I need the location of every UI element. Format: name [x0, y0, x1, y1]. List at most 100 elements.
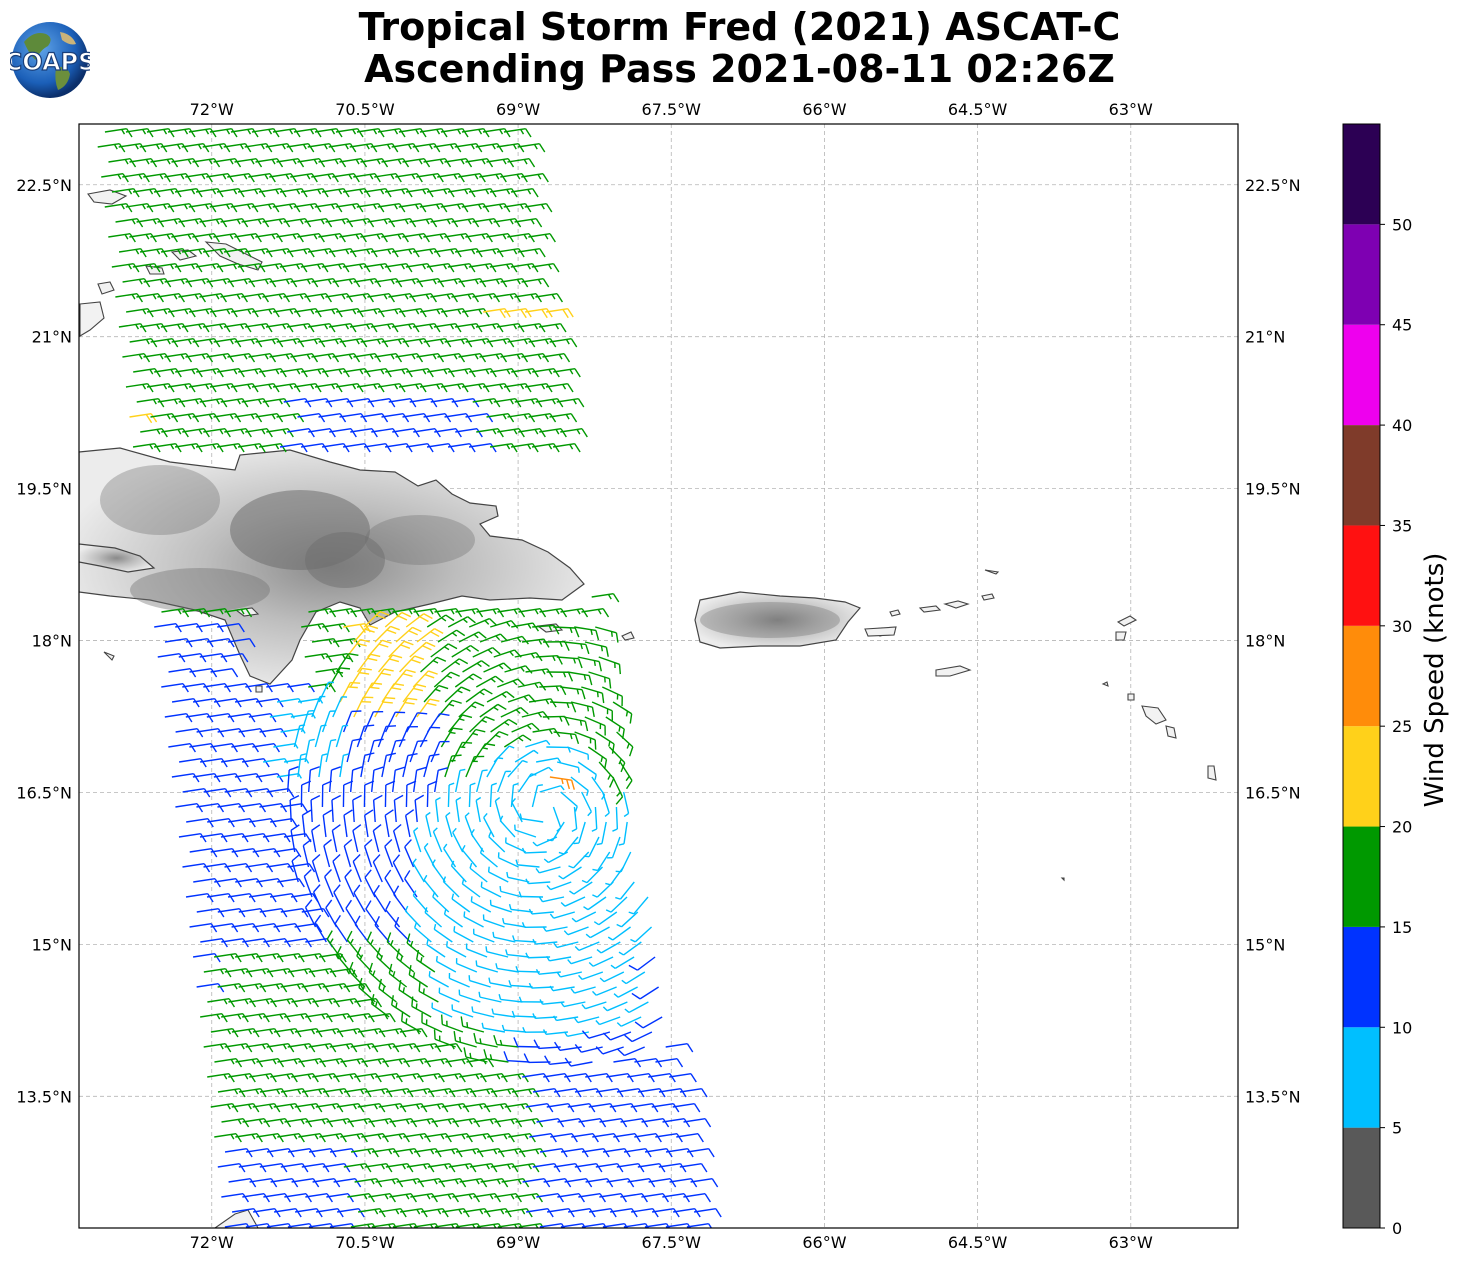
wind-barb [245, 683, 273, 693]
barb-half-flag [387, 609, 392, 615]
barb-shaft [273, 308, 295, 313]
barb-shaft [465, 338, 488, 343]
barb-half-flag [344, 144, 349, 150]
barb-shaft [447, 188, 470, 193]
barb-shaft [160, 323, 183, 328]
barb-shaft [325, 218, 348, 223]
barb-shaft [444, 686, 462, 703]
wind-barb [412, 143, 441, 153]
wind-barb [122, 353, 151, 363]
barb-flag [448, 643, 458, 650]
barb-half-flag [310, 129, 315, 135]
barb-flag [500, 633, 508, 642]
barb-half-flag [250, 159, 255, 165]
barb-flag [290, 173, 297, 183]
barb-flag [388, 293, 396, 303]
barb-flag [359, 624, 366, 634]
barb-half-flag [285, 354, 290, 360]
barb-shaft [259, 728, 282, 733]
wind-barb [318, 338, 347, 348]
barb-half-flag [243, 279, 248, 285]
wind-barb [367, 398, 396, 408]
wind-barb [395, 626, 422, 643]
barb-shaft [573, 806, 578, 829]
barb-flag [360, 338, 368, 348]
barb-half-flag [310, 309, 315, 315]
lon-tick-label-top: 70.5°W [335, 100, 395, 119]
wind-barb [468, 263, 497, 273]
wind-barb [601, 791, 610, 817]
barb-half-flag [394, 384, 399, 390]
barb-half-flag [499, 885, 502, 892]
barb-half-flag [233, 444, 238, 450]
barb-shaft [486, 757, 499, 778]
barb-flag [304, 293, 312, 303]
barb-shaft [468, 617, 490, 628]
barb-half-flag [226, 309, 231, 315]
barb-shaft [468, 443, 491, 448]
barb-flag [490, 368, 497, 378]
barb-half-flag [257, 399, 262, 405]
barb-half-flag [334, 159, 339, 165]
barb-flag [465, 338, 473, 348]
barb-shaft [150, 233, 173, 238]
barb-shaft [448, 714, 463, 733]
barb-flag [259, 263, 266, 273]
barb-shaft [409, 218, 432, 223]
barb-flag [562, 309, 569, 319]
barb-flag [160, 143, 168, 153]
barb-flag [213, 413, 221, 423]
wind-barb [426, 263, 455, 273]
barb-half-flag [292, 234, 297, 240]
wind-barb [331, 794, 342, 823]
wind-barb [398, 128, 427, 138]
wind-barb [476, 428, 504, 438]
barb-shaft [511, 722, 533, 733]
wind-barb [497, 678, 526, 688]
barb-half-flag [355, 234, 360, 240]
barb-flag [206, 353, 214, 363]
barb-flag [310, 766, 320, 771]
barb-shaft [136, 218, 159, 223]
wind-barb [104, 128, 133, 138]
barb-half-flag [405, 1018, 408, 1024]
barb-shaft [314, 383, 337, 388]
barb-shaft [472, 218, 495, 223]
wind-barb [598, 656, 622, 675]
lon-tick-label-top: 66°W [802, 100, 846, 119]
barb-shaft [353, 625, 370, 643]
barb-half-flag [625, 775, 630, 782]
barb-flag [308, 683, 315, 693]
barb-shaft [510, 263, 533, 268]
barb-flag [231, 743, 239, 753]
barb-shaft [342, 188, 365, 193]
barb-shaft [434, 428, 457, 433]
wind-barb [370, 323, 399, 333]
barb-shaft [507, 158, 530, 163]
barb-shaft [307, 248, 330, 253]
wind-barb [157, 293, 186, 303]
barb-flag [140, 323, 147, 333]
barb-flag [507, 413, 515, 423]
wind-barb [475, 143, 504, 153]
wind-barb [454, 143, 483, 153]
barb-flag [241, 398, 249, 408]
barb-flag [451, 293, 459, 303]
wind-barb [454, 323, 483, 333]
barb-flag [302, 809, 312, 816]
barb-flag [381, 233, 388, 243]
wind-barb [370, 668, 394, 688]
barb-half-flag [292, 159, 297, 165]
barb-shaft [244, 323, 267, 328]
barb-shaft [154, 623, 177, 628]
wind-barb [486, 757, 504, 778]
barb-shaft [427, 368, 450, 373]
wind-barb [346, 293, 375, 303]
barb-shaft [574, 731, 596, 741]
barb-half-flag [233, 264, 237, 270]
barb-shaft [601, 821, 607, 844]
wind-barb [483, 662, 512, 673]
barb-flag [217, 728, 225, 738]
barb-shaft [188, 383, 211, 388]
wind-barb [304, 218, 333, 228]
